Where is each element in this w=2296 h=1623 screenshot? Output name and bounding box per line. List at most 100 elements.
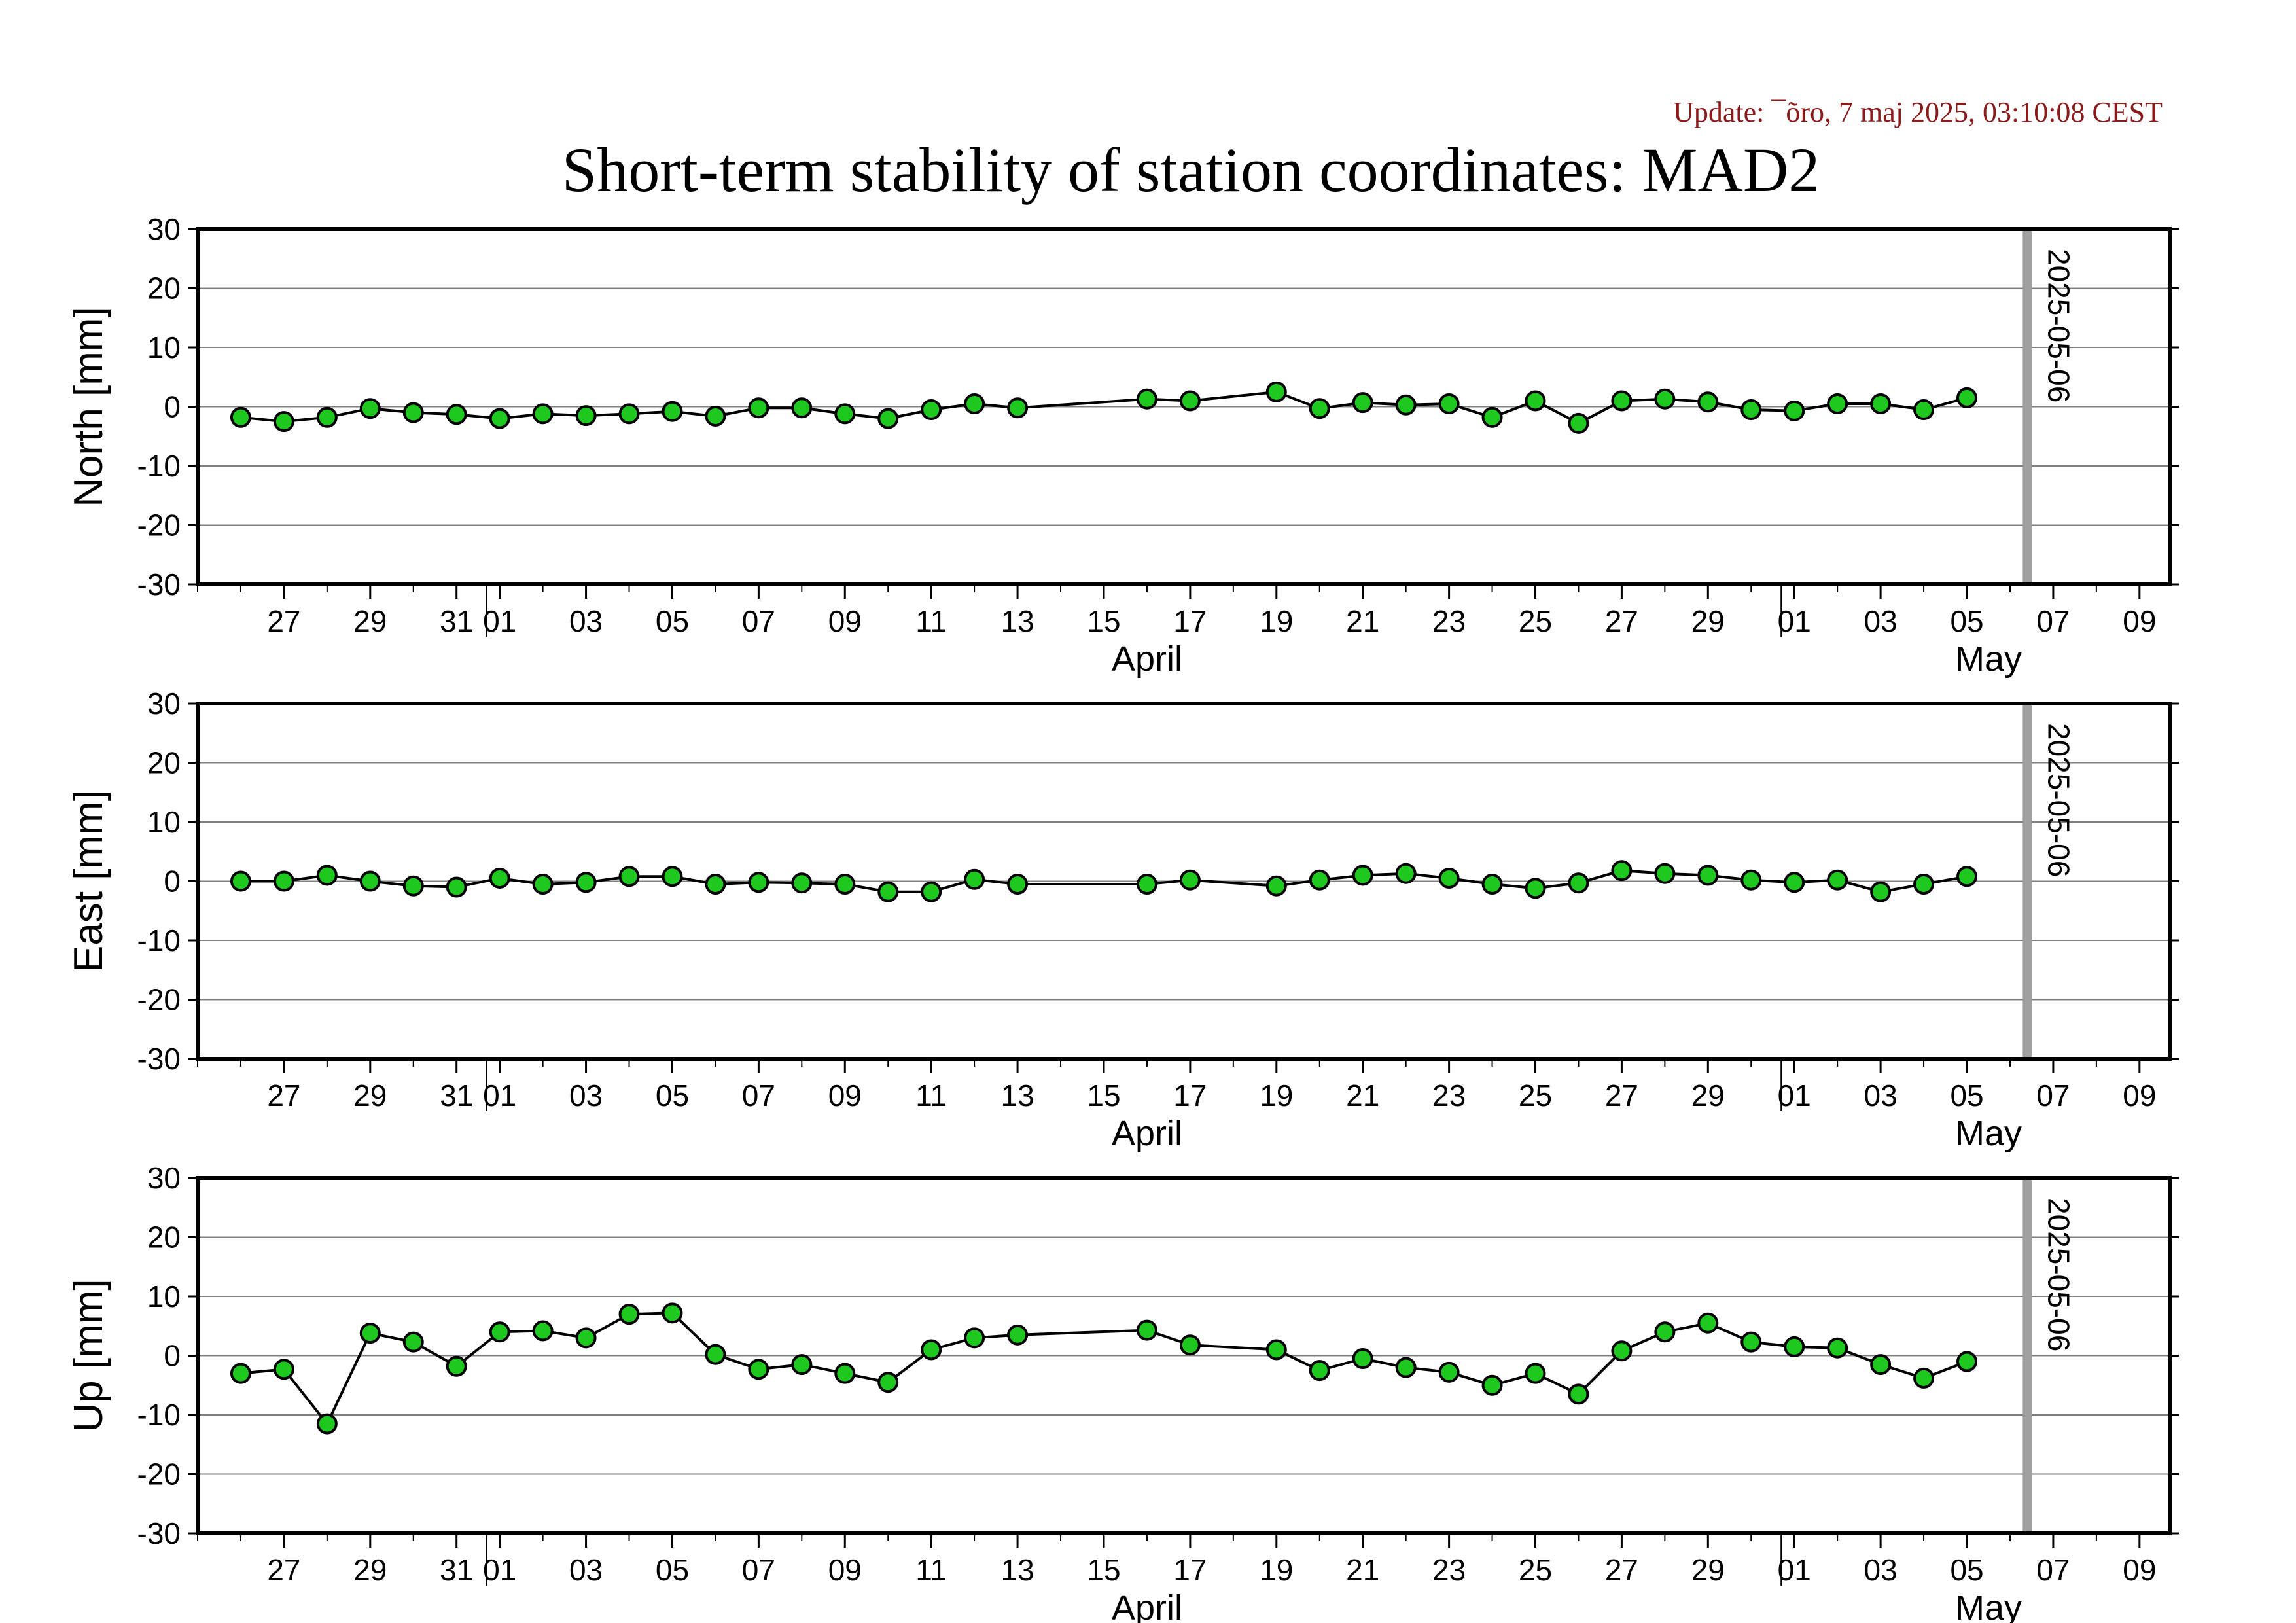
up-xtick-label: 13 (1000, 1553, 1034, 1587)
north-month-label: May (1955, 639, 2022, 679)
east-data-point (1568, 872, 1589, 894)
north-xtick-label: 29 (353, 604, 387, 638)
up-xtick-label: 31 (440, 1553, 473, 1587)
up-data-point (1956, 1351, 1978, 1372)
east-xtick-label: 31 (440, 1079, 473, 1113)
up-xtick-label: 11 (915, 1553, 947, 1587)
up-data-point (1265, 1339, 1287, 1361)
north-data-point (1568, 412, 1589, 434)
north-month-label: April (1112, 639, 1182, 679)
north-data-point (834, 403, 856, 425)
east-xtick-label: 03 (569, 1079, 603, 1113)
north-xtick-label: 19 (1260, 604, 1293, 638)
east-xtick-label: 25 (1519, 1079, 1552, 1113)
east-ytick-label: 30 (147, 687, 181, 721)
north-data-point (1956, 387, 1978, 408)
east-data-point (230, 870, 251, 892)
east-xtick-label: 29 (353, 1079, 387, 1113)
north-xtick-label: 31 (440, 604, 473, 638)
up-data-point (402, 1331, 424, 1353)
north-ytick-label: -10 (137, 449, 181, 483)
up-data-point (1913, 1367, 1935, 1389)
chart-title: Short-term stability of station coordina… (562, 135, 1820, 205)
north-data-point (1784, 400, 1805, 421)
east-xtick-label: 29 (1691, 1079, 1725, 1113)
north-data-point (359, 398, 381, 419)
north-data-point (662, 401, 683, 422)
north-xtick-label: 05 (1950, 604, 1983, 638)
east-data-point (1179, 869, 1201, 891)
north-panel: 30 20 10 0 -10 -20 -30 27 29 31 01 03 05 07 09 11 13 15 17… (66, 212, 2179, 679)
north-data-point (575, 405, 597, 427)
north-data-point (1352, 392, 1373, 414)
up-month-label: April (1112, 1588, 1182, 1623)
north-data-point (1438, 393, 1460, 414)
up-xtick-label: 09 (2123, 1553, 2156, 1587)
north-xtick-label: 13 (1000, 604, 1034, 638)
east-data-point (489, 867, 510, 889)
east-data-point (618, 866, 640, 887)
up-plot-frame (196, 1176, 2172, 1535)
east-data-point (1265, 875, 1287, 897)
east-xtick-label: 05 (656, 1079, 689, 1113)
up-data-point (748, 1359, 769, 1380)
east-data-point (1913, 874, 1935, 895)
north-data-point (1136, 388, 1157, 410)
up-data-point (705, 1344, 726, 1365)
east-xtick-label: 07 (2036, 1079, 2070, 1113)
east-ylabel: East [mm] (66, 790, 111, 972)
north-ytick-label: 0 (164, 390, 181, 424)
up-xtick-label: 23 (1432, 1553, 1466, 1587)
north-data-point (1395, 394, 1417, 416)
up-xtick-label: 29 (1691, 1553, 1725, 1587)
up-data-point (359, 1323, 381, 1344)
up-xtick-label: 05 (656, 1553, 689, 1587)
north-data-point (532, 403, 554, 425)
east-xtick-label: 01 (1778, 1079, 1811, 1113)
north-data-point (316, 406, 338, 428)
north-data-point (705, 405, 726, 427)
up-data-point (230, 1363, 251, 1384)
east-data-point (921, 881, 942, 902)
up-xtick-label: 27 (267, 1553, 300, 1587)
up-data-point (834, 1363, 856, 1384)
north-xtick-label: 03 (569, 604, 603, 638)
east-xtick-label: 11 (915, 1079, 947, 1113)
north-ytick-label: 30 (147, 212, 181, 246)
east-data-point (446, 876, 467, 898)
up-xtick-label: 15 (1087, 1553, 1120, 1587)
update-timestamp: Update: ¯õro, 7 maj 2025, 03:10:08 CEST (1673, 96, 2163, 128)
east-data-point (1611, 860, 1633, 882)
up-month-label: May (1955, 1588, 2022, 1623)
north-data-point (1481, 406, 1503, 428)
north-data-point (1179, 390, 1201, 412)
east-ytick-label: -30 (137, 1042, 181, 1076)
east-data-point (1136, 874, 1157, 895)
north-data-point (1611, 390, 1633, 412)
east-data-point (1309, 869, 1330, 891)
north-data-point (1827, 393, 1848, 414)
up-ytick-label: -30 (137, 1516, 181, 1550)
north-ytick-label: -20 (137, 508, 181, 543)
north-date-marker-label: 2025-05-06 (2041, 249, 2075, 402)
north-xtick-label: 03 (1864, 604, 1898, 638)
north-ytick-label: 20 (147, 272, 181, 306)
up-xtick-label: 01 (1778, 1553, 1811, 1587)
up-xtick-label: 21 (1346, 1553, 1379, 1587)
east-ytick-label: 10 (147, 805, 181, 839)
up-xtick-label: 03 (1864, 1553, 1898, 1587)
up-data-point (273, 1359, 294, 1380)
north-plot-frame (196, 227, 2172, 586)
east-panel: 30 20 10 0 -10 -20 -30 27 29 31 01 03 05 07 09 11 13 15 17… (66, 687, 2179, 1153)
up-xtick-label: 07 (742, 1553, 775, 1587)
up-data-point (791, 1354, 813, 1376)
north-data-point (1265, 381, 1287, 402)
up-data-point (662, 1302, 683, 1324)
north-xtick-label: 07 (742, 604, 775, 638)
east-data-point (1007, 874, 1029, 895)
north-data-point (921, 399, 942, 421)
east-data-point (402, 875, 424, 897)
north-data-point (1007, 397, 1029, 419)
up-ytick-label: -10 (137, 1398, 181, 1432)
